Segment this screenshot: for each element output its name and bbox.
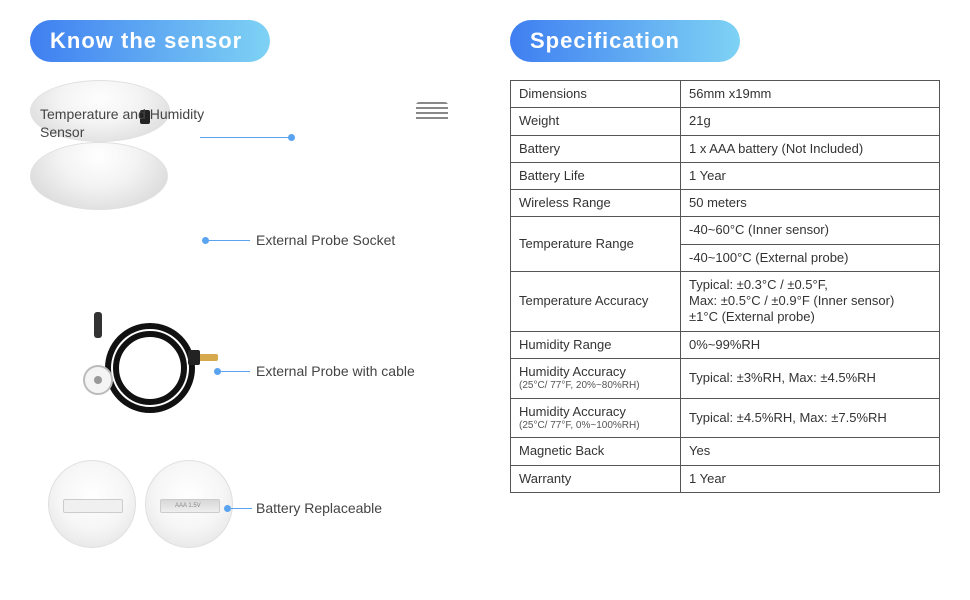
callout-probe-cable: External Probe with cable (256, 363, 415, 379)
spec-label: Temperature Accuracy (511, 271, 681, 331)
spec-value: Yes (681, 438, 940, 465)
sensor-side-view-icon (30, 142, 168, 210)
spec-label: Battery Life (511, 162, 681, 189)
right-panel: Specification Dimensions56mm x19mmWeight… (510, 20, 940, 580)
spec-label: Wireless Range (511, 190, 681, 217)
table-row: Magnetic BackYes (511, 438, 940, 465)
table-row: Warranty1 Year (511, 465, 940, 492)
sensor-back-open-icon (145, 460, 233, 548)
callout-temp-humidity: Temperature and Humidity Sensor (40, 105, 220, 141)
callout-label: Temperature and Humidity Sensor (40, 106, 204, 140)
spec-table: Dimensions56mm x19mmWeight21gBattery1 x … (510, 80, 940, 493)
spec-value: 21g (681, 108, 940, 135)
table-row: Humidity Accuracy(25°C/ 77°F, 0%~100%RH)… (511, 398, 940, 438)
left-heading-pill: Know the sensor (30, 20, 270, 62)
sensor-back-closed-icon (48, 460, 136, 548)
spec-value: 50 meters (681, 190, 940, 217)
table-row: Battery Life1 Year (511, 162, 940, 189)
spec-value: -40~100°C (External probe) (681, 244, 940, 271)
spec-value: Typical: ±4.5%RH, Max: ±7.5%RH (681, 398, 940, 438)
callout-label: External Probe with cable (256, 363, 415, 379)
table-row: Temperature Range-40~60°C (Inner sensor) (511, 217, 940, 244)
callout-battery: Battery Replaceable (256, 500, 382, 516)
table-row: Humidity Range0%~99%RH (511, 331, 940, 358)
sensor-diagram: Temperature and Humidity Sensor External… (30, 80, 470, 580)
table-row: Battery1 x AAA battery (Not Included) (511, 135, 940, 162)
table-row: Temperature AccuracyTypical: ±0.3°C / ±0… (511, 271, 940, 331)
spec-value: -40~60°C (Inner sensor) (681, 217, 940, 244)
spec-sublabel: (25°C/ 77°F, 0%~100%RH) (519, 420, 672, 433)
callout-label: Battery Replaceable (256, 500, 382, 516)
spec-table-body: Dimensions56mm x19mmWeight21gBattery1 x … (511, 81, 940, 493)
spec-value: 0%~99%RH (681, 331, 940, 358)
spec-label: Humidity Range (511, 331, 681, 358)
spec-label: Magnetic Back (511, 438, 681, 465)
table-row: Humidity Accuracy(25°C/ 77°F, 20%~80%RH)… (511, 358, 940, 398)
spec-value: 1 Year (681, 465, 940, 492)
callout-probe-socket: External Probe Socket (256, 232, 395, 248)
spec-label: Humidity Accuracy(25°C/ 77°F, 0%~100%RH) (511, 398, 681, 438)
spec-value: Typical: ±3%RH, Max: ±4.5%RH (681, 358, 940, 398)
spec-label: Temperature Range (511, 217, 681, 272)
spec-label: Dimensions (511, 81, 681, 108)
spec-label: Weight (511, 108, 681, 135)
spec-label: Humidity Accuracy(25°C/ 77°F, 20%~80%RH) (511, 358, 681, 398)
probe-cable-icon (80, 310, 220, 420)
spec-value: Typical: ±0.3°C / ±0.5°F,Max: ±0.5°C / ±… (681, 271, 940, 331)
table-row: Weight21g (511, 108, 940, 135)
spec-label: Battery (511, 135, 681, 162)
callout-label: External Probe Socket (256, 232, 395, 248)
spec-label: Warranty (511, 465, 681, 492)
left-panel: Know the sensor (30, 20, 470, 580)
right-heading-pill: Specification (510, 20, 740, 62)
table-row: Wireless Range50 meters (511, 190, 940, 217)
spec-value: 56mm x19mm (681, 81, 940, 108)
spec-sublabel: (25°C/ 77°F, 20%~80%RH) (519, 380, 672, 393)
spec-value: 1 Year (681, 162, 940, 189)
table-row: Dimensions56mm x19mm (511, 81, 940, 108)
spec-value: 1 x AAA battery (Not Included) (681, 135, 940, 162)
